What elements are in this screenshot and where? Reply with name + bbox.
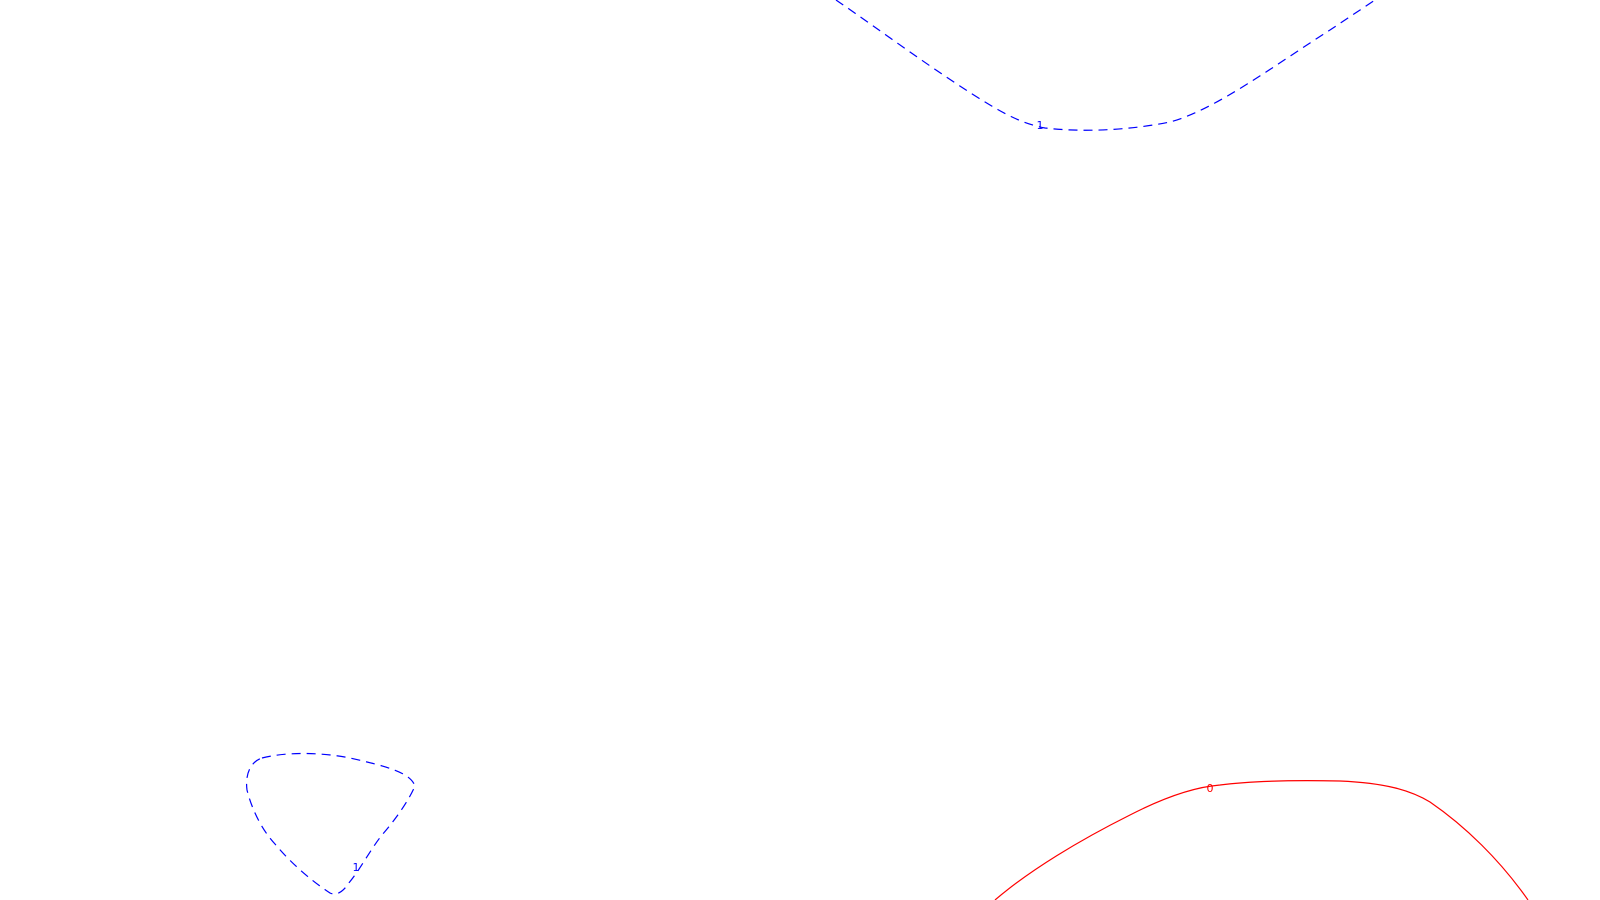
contour-label-level-1-upper: 1 bbox=[1037, 119, 1044, 132]
contour-label-level-1-loop: 1 bbox=[353, 861, 360, 874]
contour-line-level-1-upper bbox=[835, 0, 1376, 131]
contour-line-level-1-loop bbox=[245, 752, 416, 895]
contour-line-level-0 bbox=[994, 780, 1529, 900]
contour-label-level-0: 0 bbox=[1207, 782, 1214, 795]
